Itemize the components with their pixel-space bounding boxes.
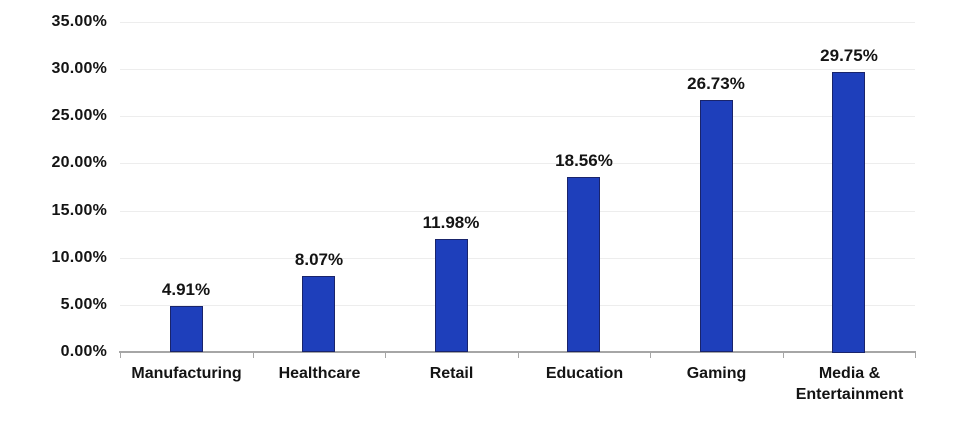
x-tick-label-retail: Retail: [385, 363, 518, 384]
x-tick-label-text: Gaming: [686, 365, 747, 382]
x-tick-label-text: Retail: [429, 365, 474, 382]
y-tick-label: 30.00%: [51, 60, 107, 77]
x-tick-label-text: Manufacturing: [131, 365, 242, 382]
bar-media-entertainment: [832, 72, 865, 353]
gridline: [120, 22, 915, 23]
bar-value-label-media-entertainment: 29.75%: [820, 46, 878, 65]
x-tick-label-gaming: Gaming: [650, 363, 783, 384]
gridline: [120, 258, 915, 259]
axis-tick: [783, 353, 784, 358]
x-tick-label-text: Media & Entertainment: [795, 365, 904, 403]
x-tick-label-healthcare: Healthcare: [253, 363, 386, 384]
x-tick-label-text: Healthcare: [278, 365, 361, 382]
y-tick-label: 35.00%: [51, 13, 107, 30]
axis-tick: [385, 353, 386, 358]
gridline: [120, 69, 915, 70]
y-tick-label: 10.00%: [51, 249, 107, 266]
gridline: [120, 305, 915, 306]
bar-value-label-gaming: 26.73%: [687, 74, 745, 93]
y-tick-label: 0.00%: [60, 343, 107, 360]
y-tick-label: 5.00%: [60, 296, 107, 313]
bar-value-label-education: 18.56%: [555, 151, 613, 170]
bar-manufacturing: [170, 306, 203, 352]
x-tick-label-education: Education: [518, 363, 651, 384]
bar-education: [567, 177, 600, 352]
y-tick-label: 25.00%: [51, 107, 107, 124]
gridline: [120, 163, 915, 164]
bar-healthcare: [302, 276, 335, 352]
bar-retail: [435, 239, 468, 352]
axis-tick: [120, 353, 121, 358]
x-tick-label-manufacturing: Manufacturing: [120, 363, 253, 384]
axis-tick: [915, 353, 916, 358]
axis-tick: [518, 353, 519, 358]
y-tick-label: 20.00%: [51, 154, 107, 171]
gridline: [120, 116, 915, 117]
bar-value-label-retail: 11.98%: [422, 213, 480, 232]
bar-value-label-healthcare: 8.07%: [294, 250, 344, 269]
y-tick-label: 15.00%: [51, 202, 107, 219]
x-tick-label-text: Education: [545, 365, 624, 382]
bar-gaming: [700, 100, 733, 352]
axis-tick: [650, 353, 651, 358]
x-tick-label-media-entertainment: Media & Entertainment: [783, 363, 916, 405]
gridline: [120, 211, 915, 212]
bar-value-label-manufacturing: 4.91%: [161, 280, 211, 299]
x-axis-line: [119, 351, 916, 353]
axis-tick: [253, 353, 254, 358]
